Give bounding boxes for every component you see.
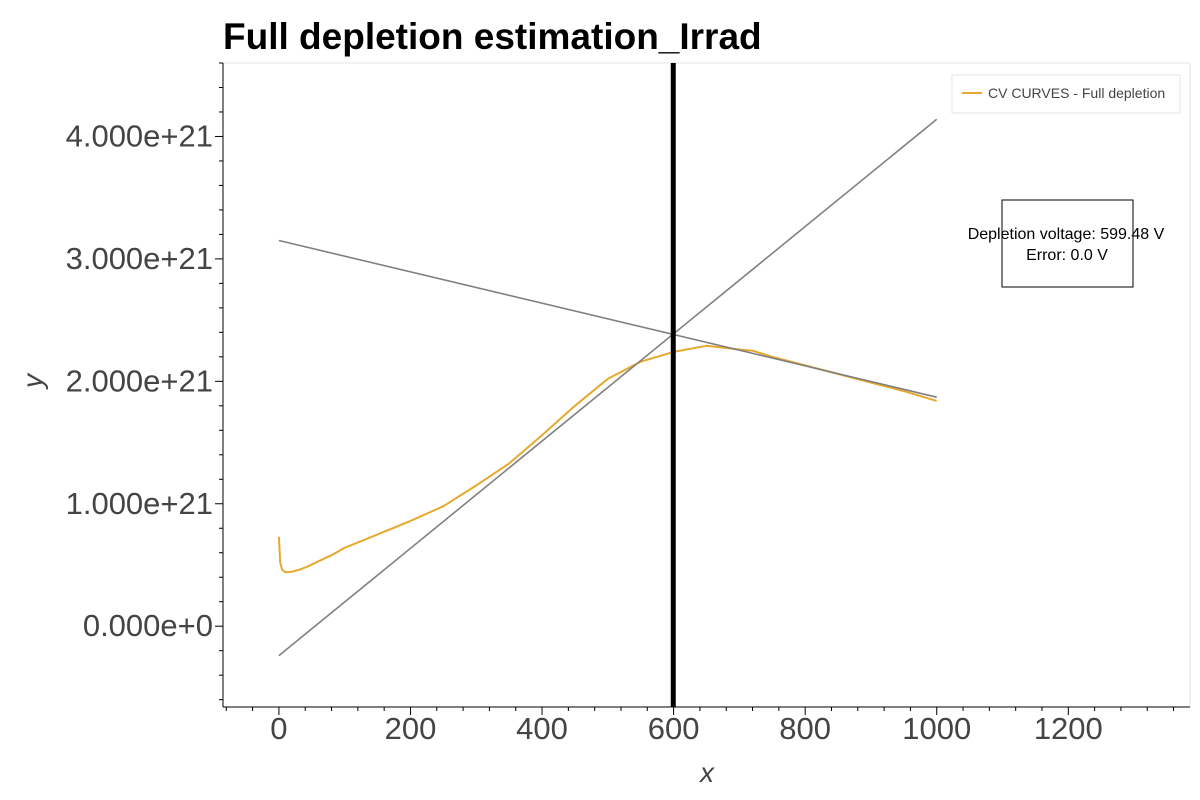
annotation-box: Depletion voltage: 599.48 V Error: 0.0 V bbox=[968, 199, 1165, 288]
rising-fit-line bbox=[278, 118, 938, 657]
x-axis-title: x bbox=[698, 757, 715, 788]
y-tick-label: 1.000e+21 bbox=[66, 486, 213, 521]
plot-area bbox=[277, 63, 938, 707]
legend-box bbox=[951, 74, 1181, 114]
x-axis: 0 200 400 600 800 1000 1200 bbox=[223, 706, 1190, 746]
x-tick-label: 400 bbox=[516, 711, 568, 746]
x-tick-label: 1200 bbox=[1034, 711, 1103, 746]
chart-title: Full depletion estimation_Irrad bbox=[223, 16, 762, 57]
annotation-error: Error: 0.0 V bbox=[1026, 247, 1108, 264]
y-tick-label: 3.000e+21 bbox=[66, 241, 213, 276]
x-tick-label: 600 bbox=[648, 711, 700, 746]
x-tick-label: 200 bbox=[385, 711, 437, 746]
x-tick-label: 800 bbox=[779, 711, 831, 746]
plot-frame bbox=[222, 62, 1191, 708]
annotation-depletion-voltage: Depletion voltage: 599.48 V bbox=[968, 226, 1165, 243]
falling-fit-line bbox=[278, 239, 937, 398]
y-axis: 0.000e+0 1.000e+21 2.000e+21 3.000e+21 4.000… bbox=[66, 62, 224, 707]
annotation-frame bbox=[1001, 199, 1134, 288]
cv-curve-line bbox=[277, 344, 937, 574]
y-tick-label: 4.000e+21 bbox=[66, 118, 213, 153]
legend-label: CV CURVES - Full depletion bbox=[988, 85, 1165, 101]
y-tick-label: 2.000e+21 bbox=[66, 363, 213, 398]
legend[interactable]: CV CURVES - Full depletion bbox=[951, 74, 1181, 114]
y-tick-label: 0.000e+0 bbox=[83, 608, 213, 643]
x-tick-label: 1000 bbox=[902, 711, 971, 746]
x-tick-label: 0 bbox=[270, 711, 287, 746]
y-axis-title: y bbox=[17, 372, 48, 390]
